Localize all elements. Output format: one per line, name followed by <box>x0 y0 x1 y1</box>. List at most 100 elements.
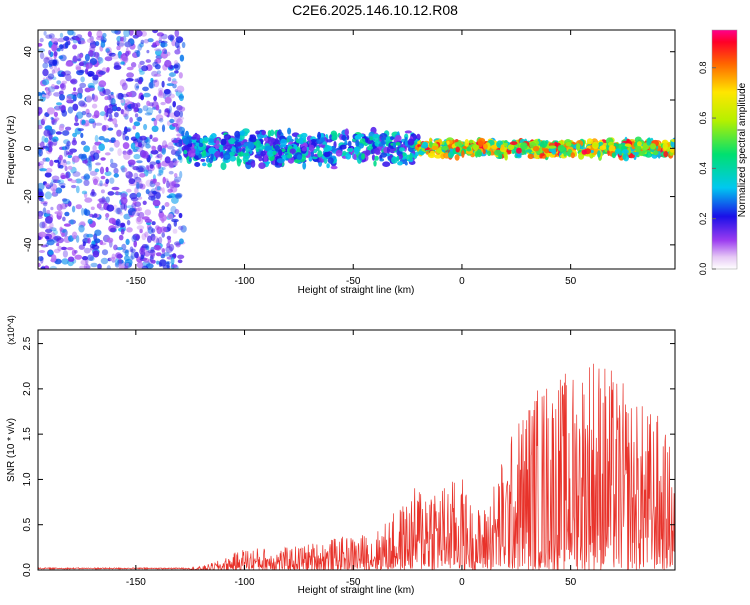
spectrogram-cell <box>61 146 68 151</box>
spectrogram-cell <box>66 95 72 103</box>
spectrogram-cell <box>330 130 337 137</box>
spectrogram-cell <box>158 236 163 244</box>
spectrogram-cell <box>40 197 45 202</box>
spectrogram-cell <box>134 78 139 83</box>
spectrogram-cell <box>162 48 167 54</box>
spectrogram-cell <box>151 145 157 152</box>
spectrogram-cell <box>49 159 54 167</box>
spectrogram-cell <box>215 140 220 145</box>
spectrogram-cell <box>39 52 45 60</box>
spectrogram-cell <box>105 217 109 221</box>
spectrogram-cell <box>55 105 59 110</box>
spectrogram-cell <box>228 151 236 156</box>
spectrogram-cell <box>126 188 132 193</box>
spectrogram-cell <box>174 70 179 74</box>
spectrogram-cell <box>99 200 107 205</box>
spectrogram-cell <box>125 91 133 98</box>
spectrogram-cell <box>53 65 58 74</box>
spectrogram-cell <box>136 261 144 269</box>
spectrogram-cell <box>43 57 50 64</box>
colorbar-ticks: 0.0 0.2 0.4 0.6 0.8 <box>698 61 716 275</box>
spectrogram-cell <box>79 220 86 225</box>
spectrogram-cell <box>146 107 154 115</box>
spectrogram-cell <box>142 105 149 112</box>
spectrogram-cell <box>135 132 140 139</box>
spectrogram-cell <box>144 209 152 216</box>
spectrogram-cell <box>64 145 70 150</box>
spectrogram-cell <box>628 154 635 159</box>
spectrogram-cell <box>422 141 429 149</box>
spectrogram-cell <box>72 132 78 138</box>
spectrogram-cell <box>141 150 149 159</box>
spectrogram-cell <box>167 213 174 220</box>
spectrogram-cell <box>210 152 214 160</box>
spectrogram-cell <box>83 247 91 254</box>
spectrogram-cell <box>125 171 133 179</box>
spectrogram-cell <box>45 57 53 60</box>
colorbar-tick-label: 0.8 <box>698 61 708 74</box>
spectrogram-cell <box>148 190 156 198</box>
spectrogram-cell <box>96 203 102 209</box>
spectrogram-cell <box>136 192 142 198</box>
spectrogram-cell <box>171 160 179 164</box>
spectrogram-cell <box>386 146 391 154</box>
spectrogram-cell <box>42 207 47 215</box>
spectrogram-cell <box>53 248 61 254</box>
spectrogram-cell <box>200 158 206 162</box>
spectrogram-cell <box>250 160 256 168</box>
spectrogram-cell <box>342 150 347 157</box>
spectrogram-cell <box>93 51 100 58</box>
spectrogram-cell <box>75 178 83 184</box>
spectrogram-cell <box>111 253 116 260</box>
spectrogram-cell <box>117 92 124 100</box>
spectrogram-cell <box>77 128 84 132</box>
spectrogram-cell <box>44 183 50 188</box>
spectrogram-cell <box>202 162 207 167</box>
spectrogram-cell <box>140 39 145 45</box>
spectrogram-cell <box>331 145 336 152</box>
spectrogram-cell <box>520 142 528 151</box>
spectrogram-cell <box>404 161 408 166</box>
spectrogram-cell <box>662 142 668 151</box>
spectrogram-cell <box>48 33 55 39</box>
spectrogram-cell <box>112 204 118 213</box>
spectrogram-cell <box>171 139 179 143</box>
spectrogram-cell <box>38 231 47 238</box>
spectrogram-cell <box>56 242 60 247</box>
spectrogram-cell <box>178 225 184 231</box>
spectrogram-cell <box>100 157 106 161</box>
spectrogram-cell <box>141 233 147 241</box>
spectrogram-cell <box>149 164 154 169</box>
spectrogram-cell <box>75 235 80 243</box>
spectrogram-cell <box>168 72 176 77</box>
snr-panel: -150 -100 -50 0 50 0.0 0.5 1.0 1.5 2.0 2.5 Height… <box>6 315 676 596</box>
spectrogram-cell <box>75 66 82 71</box>
spectrogram-cell <box>47 86 56 93</box>
spectrogram-cell <box>503 151 508 158</box>
spectrogram-cell <box>58 182 66 187</box>
spectrogram-cell <box>637 141 642 147</box>
spectrogram-cell <box>391 156 398 164</box>
spectrogram-cell <box>138 63 142 70</box>
spectrogram-cell <box>516 147 522 154</box>
spectrogram-cell <box>94 134 99 143</box>
spectrogram-cell <box>98 70 106 75</box>
spectrogram-panel: -150 -100 -50 0 50 -40 -20 0 20 40 Height of str… <box>6 29 676 296</box>
spectrogram-cell <box>409 153 413 161</box>
spectrogram-cell <box>78 40 82 45</box>
spectrogram-cell <box>38 182 45 191</box>
spectrogram-cell <box>119 36 124 42</box>
spectrogram-cell <box>115 207 123 215</box>
spectrogram-cell <box>173 173 178 178</box>
spectrogram-cell <box>71 205 76 213</box>
spectrogram-cell <box>49 265 57 269</box>
spectrogram-cell <box>106 69 110 73</box>
spectrogram-cell <box>181 41 186 49</box>
spectrogram-cell <box>59 226 63 232</box>
spectrogram-cell <box>99 111 106 117</box>
spectrogram-cell <box>88 118 95 124</box>
spectrogram-cell <box>75 185 80 194</box>
spectrogram-cell <box>51 83 56 90</box>
spectrogram-cell <box>122 142 130 150</box>
snr-y-tick-label: 1.5 <box>22 427 33 441</box>
